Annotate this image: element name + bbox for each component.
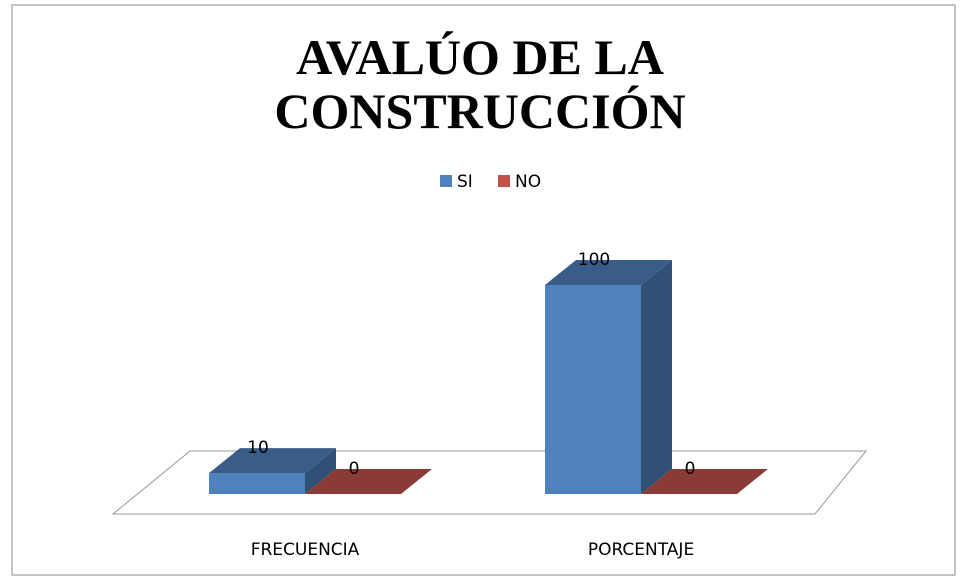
x-tick-label: PORCENTAJE [588,540,694,560]
legend-label: SI [457,172,473,192]
data-label: 0 [349,459,360,479]
legend-swatch [498,175,510,187]
bar-front [545,285,641,494]
legend-swatch [440,175,452,187]
x-tick-label: FRECUENCIA [251,540,360,560]
bar [641,469,768,494]
bar-top [545,260,672,285]
bar-side [305,448,336,494]
data-label: 10 [247,438,269,458]
bar [545,260,672,494]
legend-label: NO [515,172,541,192]
bar-top [305,469,432,494]
data-label: 100 [578,250,610,270]
bar-top [209,448,336,474]
chart-title: AVALÚO DE LA CONSTRUCCIÓN [274,29,686,139]
data-label: 0 [685,459,696,479]
bar-top [641,469,768,494]
bar [209,448,336,494]
bar-front [209,473,305,494]
bar [305,469,432,494]
bar-side [641,260,672,494]
